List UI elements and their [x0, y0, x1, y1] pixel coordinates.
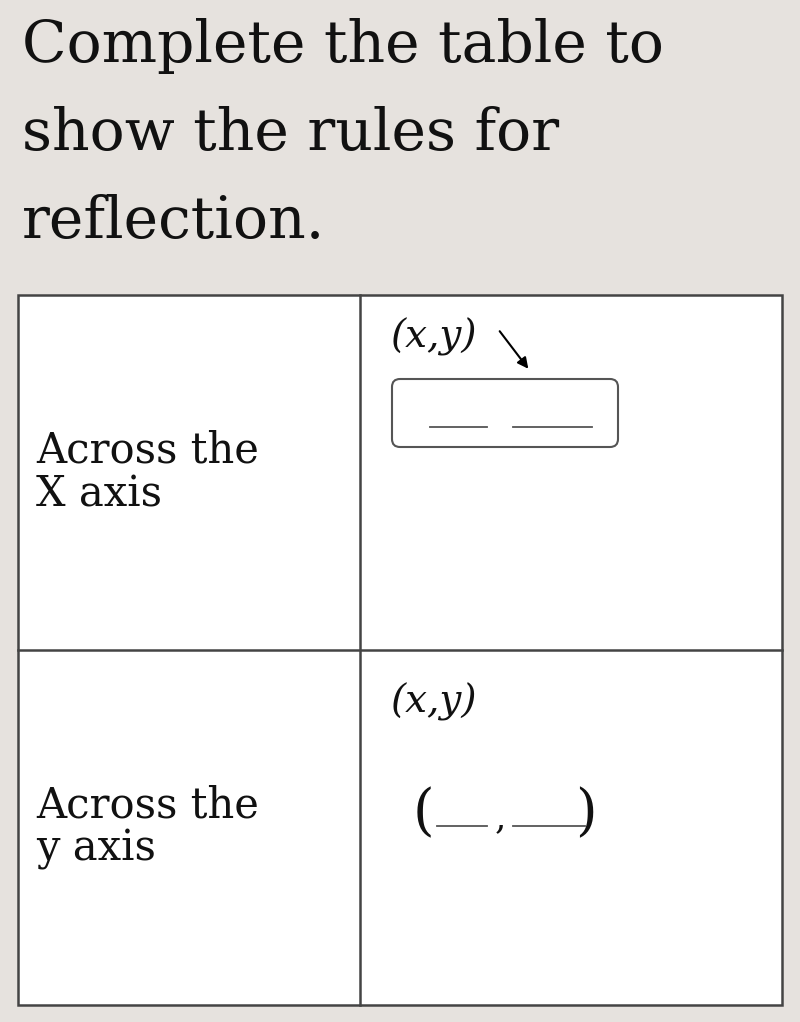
Text: Across the: Across the [36, 429, 259, 471]
Text: ): ) [582, 392, 602, 442]
Text: reflection.: reflection. [22, 194, 326, 250]
Text: (x,y): (x,y) [390, 683, 477, 722]
Text: X axis: X axis [36, 473, 162, 515]
Text: y axis: y axis [36, 829, 156, 871]
Text: ,: , [494, 801, 506, 835]
FancyBboxPatch shape [392, 379, 618, 447]
Text: (x,y): (x,y) [390, 318, 477, 357]
Text: ,: , [494, 402, 506, 436]
Text: Across the: Across the [36, 785, 259, 827]
Bar [18, 295, 782, 1005]
Text: (: ( [413, 787, 434, 841]
Text: show the rules for: show the rules for [22, 106, 559, 162]
Text: Complete the table to: Complete the table to [22, 18, 664, 74]
Text: (: ( [408, 392, 428, 442]
Text: ): ) [575, 787, 597, 841]
